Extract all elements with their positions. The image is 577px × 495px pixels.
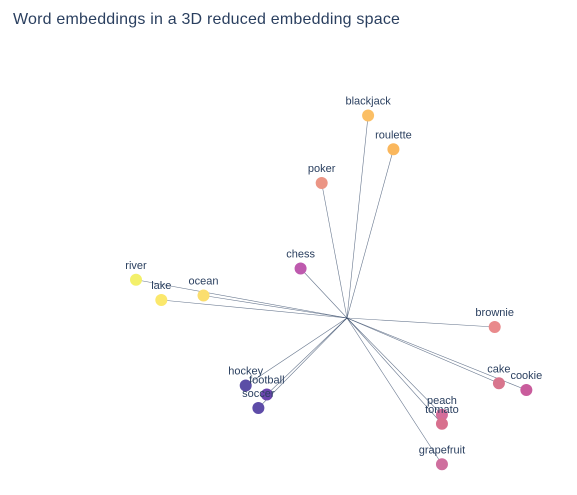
data-point-poker[interactable]: [315, 177, 328, 189]
point-label-poker: poker: [308, 163, 336, 175]
vector-line-ocean: [203, 295, 348, 319]
vector-line-chess: [300, 268, 348, 319]
data-point-grapefruit[interactable]: [435, 458, 448, 471]
point-label-chess: chess: [286, 249, 315, 261]
data-point-lake[interactable]: [155, 294, 168, 306]
data-point-ocean[interactable]: [197, 289, 210, 302]
vector-line-lake: [161, 299, 348, 319]
vector-line-cake: [346, 317, 500, 384]
vector-line-river: [135, 279, 348, 319]
point-label-lake: lake: [151, 280, 171, 292]
point-label-ocean: ocean: [189, 276, 219, 288]
data-point-tomato[interactable]: [435, 417, 448, 430]
data-point-hockey[interactable]: [239, 379, 252, 392]
data-point-blackjack[interactable]: [362, 109, 375, 122]
data-point-brownie[interactable]: [488, 321, 501, 333]
vector-line-grapefruit: [346, 317, 443, 465]
data-point-roulette[interactable]: [387, 143, 400, 156]
point-label-cookie: cookie: [510, 370, 542, 382]
point-label-peach: peach: [427, 395, 457, 407]
point-label-soccer: soccer: [242, 388, 275, 400]
points-layer: [130, 109, 533, 471]
point-label-hockey: hockey: [228, 366, 263, 378]
data-point-football[interactable]: [260, 388, 273, 401]
data-point-river[interactable]: [130, 273, 142, 286]
vector-line-hockey: [245, 317, 348, 386]
vector-line-blackjack: [346, 115, 369, 319]
chart-title: Word embeddings in a 3D reduced embeddin…: [13, 11, 401, 28]
data-point-cake[interactable]: [492, 377, 505, 390]
data-point-chess[interactable]: [294, 262, 307, 275]
vector-line-poker: [321, 182, 348, 319]
vector-line-peach: [346, 317, 443, 415]
data-point-peach[interactable]: [435, 408, 448, 421]
point-label-grapefruit: grapefruit: [419, 444, 465, 456]
point-label-roulette: roulette: [375, 129, 412, 141]
point-label-tomato: tomato: [425, 404, 459, 416]
vector-line-soccer: [258, 317, 348, 409]
vector-line-tomato: [346, 317, 443, 424]
vector-line-brownie: [346, 317, 495, 328]
data-point-soccer[interactable]: [252, 402, 265, 414]
vector-line-roulette: [346, 149, 394, 319]
point-label-cake: cake: [487, 363, 510, 375]
point-label-football: football: [249, 375, 284, 387]
point-label-river: river: [125, 260, 147, 272]
labels-layer: blackjack roulette poker chess river ocean lak…: [125, 96, 542, 457]
point-label-blackjack: blackjack: [345, 96, 391, 108]
vector-line-football: [266, 317, 348, 395]
point-label-brownie: brownie: [475, 307, 514, 319]
vector-lines: [135, 115, 527, 465]
data-point-cookie[interactable]: [520, 384, 533, 396]
